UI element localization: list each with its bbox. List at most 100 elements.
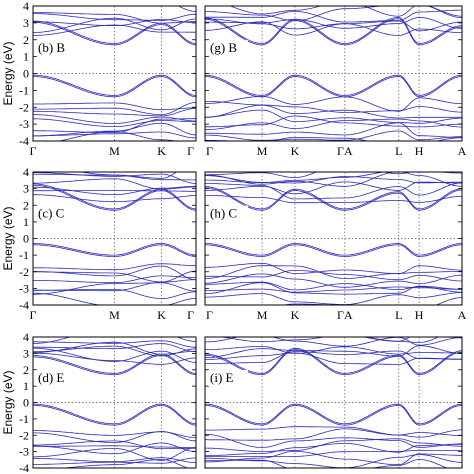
k-label: M [109, 144, 120, 158]
valence-band-top-2 [205, 76, 462, 98]
panel-i: (i) E [204, 336, 463, 469]
valence-band-top [205, 403, 462, 425]
y-axis-label: Energy (eV) [1, 206, 15, 270]
k-label: H [415, 308, 424, 322]
valence-band [205, 109, 462, 124]
valence-band [205, 122, 462, 138]
conduction-band-bottom [33, 184, 196, 211]
valence-band [33, 275, 196, 283]
valence-band [33, 457, 196, 463]
conduction-band [205, 350, 462, 364]
conduction-band-bottom [33, 22, 196, 46]
valence-band [205, 282, 462, 295]
valence-band [205, 104, 462, 119]
conduction-band-bottom-2 [33, 20, 196, 44]
valence-band [33, 445, 196, 448]
conduction-band [205, 345, 462, 359]
k-label: L [395, 144, 402, 158]
k-label: M [257, 308, 268, 322]
panel-label: (h) C [210, 206, 237, 221]
conduction-band [205, 172, 462, 178]
panel-label-bg [208, 369, 248, 386]
conduction-band [205, 195, 462, 204]
panel-label: (c) C [38, 206, 64, 221]
valence-band [33, 131, 196, 139]
y-tick-label: -3 [19, 445, 29, 459]
valence-band [205, 438, 462, 452]
valence-band [58, 459, 189, 468]
valence-band [205, 428, 462, 441]
y-tick-label: 0 [23, 67, 29, 81]
valence-band [33, 457, 196, 465]
valence-band [282, 297, 462, 305]
panel-c: -4 -3 -2 -1 0 1 2 3 4 Energy (eV) Γ M K Γ (c) C [1, 165, 197, 322]
valence-band-top-2 [205, 244, 462, 257]
k-label: A [458, 144, 467, 158]
valence-band [205, 450, 462, 466]
valence-band [205, 118, 462, 131]
conduction-band [33, 24, 196, 36]
plot-area-h [205, 172, 462, 305]
valence-band [33, 263, 196, 271]
panel-label-bg [208, 40, 248, 57]
panel-h: Γ M K ΓA L H A (h) C [204, 171, 467, 322]
k-label: Γ [206, 308, 213, 322]
k-label: A [458, 308, 467, 322]
valence-band [33, 289, 196, 299]
conduction-band [205, 172, 387, 183]
plot-area-b [33, 0, 196, 141]
y-tick-label: -2 [19, 265, 29, 279]
y-tick-label: 3 [23, 182, 29, 196]
y-tick-label: 0 [23, 232, 29, 246]
valence-band [205, 292, 462, 305]
valence-band [205, 100, 462, 113]
valence-band [205, 137, 462, 141]
valence-band [205, 115, 462, 128]
conduction-band [205, 182, 462, 200]
conduction-band [205, 337, 462, 347]
conduction-band [229, 6, 462, 17]
y-tick-label: -1 [19, 248, 29, 262]
k-label: K [157, 144, 166, 158]
conduction-band [33, 341, 196, 355]
k-label: K [291, 144, 300, 158]
y-tick-label: 3 [23, 346, 29, 360]
y-tick-label: 1 [23, 379, 29, 393]
k-label: H [415, 144, 424, 158]
panel-label: (b) B [38, 40, 65, 55]
valence-band [205, 265, 462, 279]
valence-band-top-2 [33, 405, 196, 426]
conduction-band [33, 13, 196, 21]
valence-band [33, 102, 196, 111]
y-tick-label: -2 [19, 100, 29, 114]
conduction-band [205, 181, 462, 195]
conduction-band-bottom-2 [205, 16, 462, 44]
valence-band [33, 442, 196, 455]
conduction-band [33, 340, 196, 348]
conduction-band-bottom [33, 355, 196, 376]
panel-b: -4 -3 -2 -1 0 1 2 3 4 Energy (eV) Γ M K Γ (b) B [1, 0, 197, 158]
panel-label-bg [36, 40, 76, 57]
valence-band-top [33, 403, 196, 425]
conduction-band [205, 0, 462, 5]
valence-band [205, 433, 462, 448]
panel-label: (d) E [38, 370, 64, 385]
conduction-band [33, 190, 196, 192]
conduction-band [33, 0, 196, 5]
valence-band [33, 431, 196, 443]
y-tick-label: 4 [23, 0, 29, 13]
conduction-band [33, 172, 196, 184]
conduction-band [205, 9, 462, 23]
y-tick-label: -1 [19, 412, 29, 426]
y-tick-label: -3 [19, 117, 29, 131]
valence-band [33, 114, 196, 124]
plot-area-c [33, 172, 196, 305]
valence-band [33, 122, 196, 137]
valence-band [33, 447, 196, 461]
y-axis-label: Energy (eV) [1, 41, 15, 105]
conduction-band [33, 185, 196, 195]
k-label: Γ [30, 144, 37, 158]
valence-band-top-2 [33, 76, 196, 98]
valence-band [205, 449, 462, 457]
